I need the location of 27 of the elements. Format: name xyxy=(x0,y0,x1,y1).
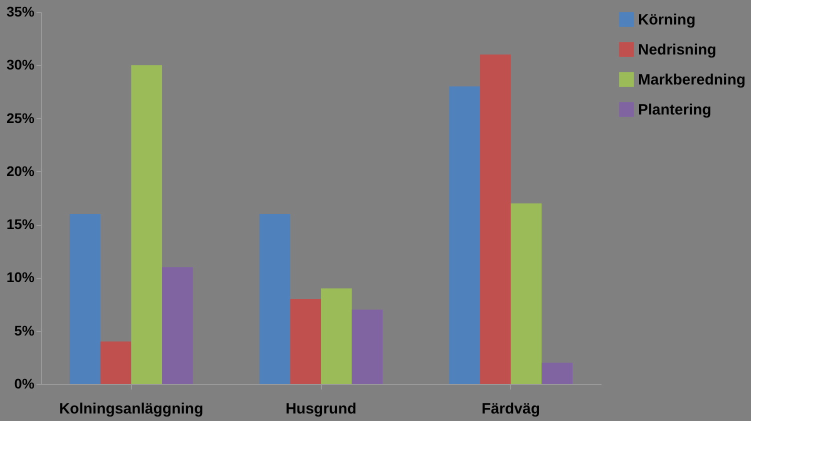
y-tick-label: 15% xyxy=(6,216,36,232)
y-tick-label: 20% xyxy=(6,162,36,179)
bar xyxy=(69,214,100,384)
legend-label: Körning xyxy=(638,12,696,28)
legend-label: Nedrisning xyxy=(638,42,716,58)
legend-label: Plantering xyxy=(638,102,712,118)
bar xyxy=(510,203,542,384)
y-tick-label: 30% xyxy=(6,56,36,73)
y-tick-label: 5% xyxy=(14,322,36,338)
bar xyxy=(131,65,162,384)
bar xyxy=(449,86,480,384)
y-tick-label: 25% xyxy=(6,110,36,126)
y-tick-label: 10% xyxy=(6,269,36,286)
bar xyxy=(100,341,132,384)
x-tick-label: Husgrund xyxy=(286,400,356,418)
x-tick-label: Färdväg xyxy=(482,400,540,418)
bar xyxy=(542,362,573,384)
bar xyxy=(162,267,193,384)
y-tick-label: 0% xyxy=(14,376,36,392)
bar xyxy=(290,298,321,384)
y-tick-label: 35% xyxy=(6,4,36,20)
bar xyxy=(259,214,290,384)
bar xyxy=(352,310,383,384)
bar xyxy=(321,288,352,384)
legend-label: Markberedning xyxy=(638,72,746,88)
bar xyxy=(480,54,511,384)
x-tick-label: Kolningsanläggning xyxy=(59,400,204,418)
